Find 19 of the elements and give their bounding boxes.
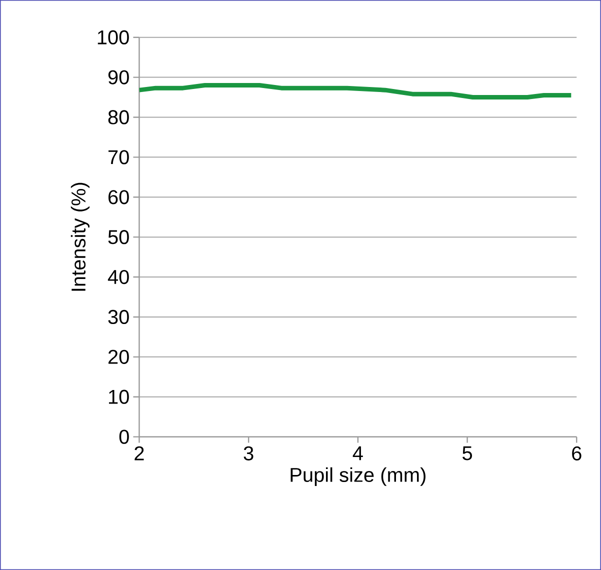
- y-tick-label: 70: [108, 150, 129, 164]
- y-tick-label: 50: [108, 230, 129, 244]
- y-tick-label: 90: [108, 70, 129, 84]
- x-tick-label: 4: [352, 446, 363, 460]
- y-tick-label: 100: [98, 30, 129, 44]
- x-tick-label: 5: [462, 446, 472, 460]
- y-tick-label: 80: [108, 110, 129, 124]
- x-axis-title: Pupil size (mm): [290, 467, 426, 486]
- y-axis-title: Intensity (%): [70, 182, 90, 291]
- y-tick-label: 10: [109, 390, 129, 404]
- y-tick-label: 60: [108, 190, 129, 204]
- x-tick-label: 3: [244, 446, 254, 460]
- y-tick-label: 40: [108, 270, 129, 284]
- x-tick-label: 6: [572, 446, 582, 460]
- y-tick-label: 20: [108, 350, 129, 364]
- y-tick-label: 30: [108, 310, 129, 324]
- x-tick-label: 2: [134, 446, 144, 460]
- y-tick-label: 0: [119, 430, 129, 444]
- line-series: [139, 83, 574, 100]
